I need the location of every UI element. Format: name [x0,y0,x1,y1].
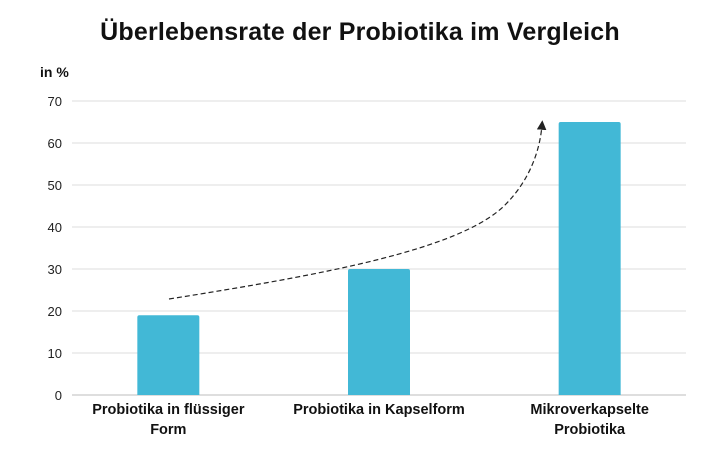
x-tick-label: Mikroverkapselte [530,402,648,418]
y-axis-ticks: 0 10 20 30 40 50 60 70 [48,94,62,403]
trend-arrow [168,120,547,300]
y-tick-label: 70 [48,94,62,109]
y-tick-label: 40 [48,220,62,235]
x-tick-label: Form [150,422,186,438]
x-tick-label: Probiotika in Kapselform [293,402,465,418]
bar [137,315,200,395]
y-tick-label: 60 [48,136,62,151]
y-tick-label: 0 [55,388,62,403]
x-tick-label: Probiotika [554,422,626,438]
bar [348,269,410,395]
y-tick-label: 30 [48,262,62,277]
chart-title: Überlebensrate der Probiotika im Verglei… [100,18,620,46]
y-tick-label: 50 [48,178,62,193]
y-axis-unit-label: in % [40,64,69,80]
x-tick-label: Probiotika in flüssiger [92,402,245,418]
y-tick-label: 20 [48,304,62,319]
x-axis-ticks: Probiotika in flüssiger Form Probiotika in… [92,402,649,438]
trend-arrow-path [168,120,547,300]
bars [137,122,621,395]
bar [558,122,621,395]
y-tick-label: 10 [48,346,62,361]
